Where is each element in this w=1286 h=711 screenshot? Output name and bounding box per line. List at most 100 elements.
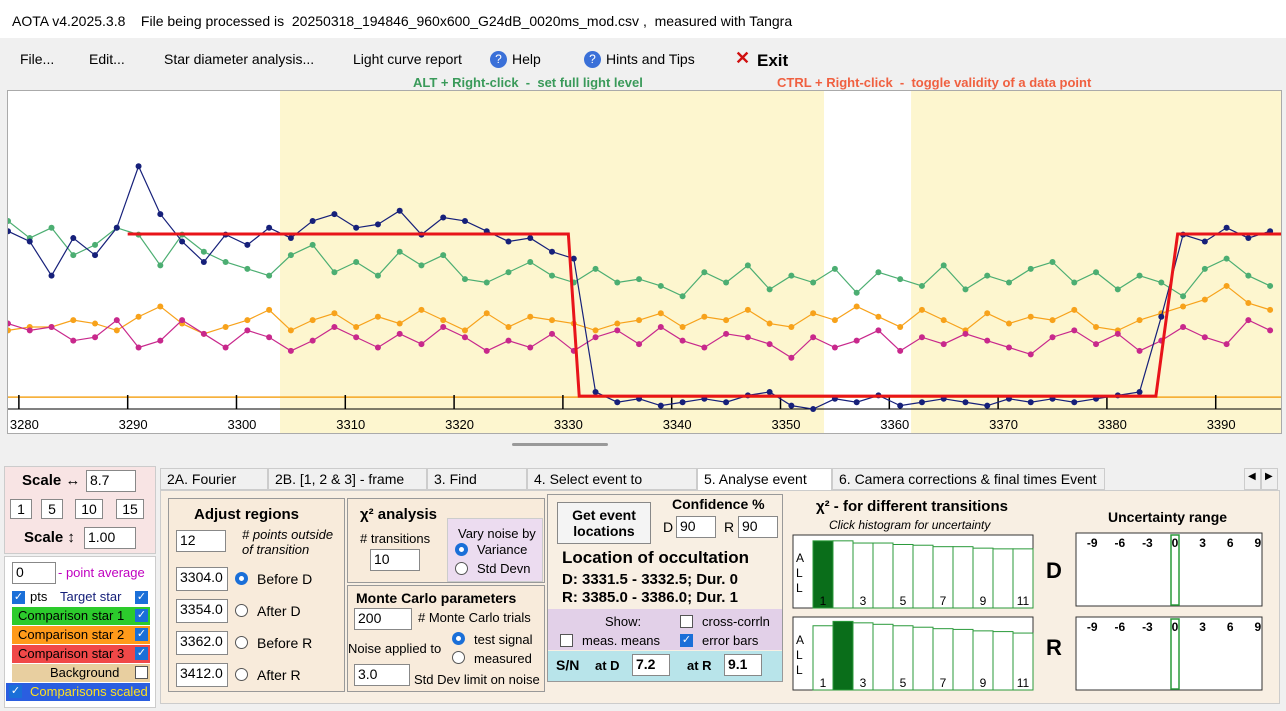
data-point — [962, 286, 969, 293]
data-point — [440, 214, 447, 221]
trials-input[interactable]: 200 — [354, 608, 412, 630]
scale-v-label: Scale ↕ — [24, 529, 75, 546]
data-point — [440, 252, 447, 259]
tab[interactable]: 4. Select event to analyse — [527, 468, 697, 503]
checkbox[interactable]: ✓ — [135, 647, 148, 660]
comparisons-scaled-label: Comparisons scaled — [30, 684, 148, 699]
data-point — [831, 344, 838, 351]
get-locations-button[interactable]: Get event locations — [557, 502, 651, 544]
points-input[interactable]: 12 — [176, 530, 226, 552]
checkbox[interactable] — [560, 634, 573, 647]
checkbox[interactable]: ✓ — [9, 685, 22, 698]
data-point — [1049, 317, 1056, 324]
x-tick-label: 3340 — [663, 417, 692, 432]
data-point — [1071, 306, 1078, 313]
menu-item[interactable]: Edit... — [89, 51, 125, 67]
data-point — [744, 306, 751, 313]
scale-h-input[interactable]: 8.7 — [86, 470, 136, 492]
tab[interactable]: 6. Camera corrections & final times Even… — [832, 468, 1105, 503]
data-point — [1049, 259, 1056, 265]
scale-button[interactable]: 1 — [10, 499, 32, 519]
x-tick-label: 3310 — [336, 417, 365, 432]
checkbox[interactable]: ✓ — [135, 628, 148, 641]
std-input[interactable]: 3.0 — [354, 664, 410, 686]
data-point — [309, 241, 316, 248]
menu-item[interactable]: Light curve report — [353, 51, 462, 67]
scale-button[interactable]: 15 — [116, 499, 144, 519]
data-point — [8, 320, 11, 327]
checkbox[interactable]: ✓ — [680, 634, 693, 647]
data-point — [1136, 388, 1143, 395]
location-r: R: 3385.0 - 3386.0; Dur. 1 — [562, 589, 738, 606]
uncertainty-range: -9 -6 -3 0 3 6 9 -9 -6 -3 0 3 6 9 — [1075, 532, 1263, 691]
region-value[interactable]: 3354.0 — [176, 599, 228, 623]
radio-label: measured — [474, 651, 532, 666]
data-point — [353, 259, 360, 265]
data-point — [853, 337, 860, 344]
checkbox[interactable]: ✓ — [135, 591, 148, 604]
data-point — [92, 334, 99, 341]
region-value[interactable]: 3412.0 — [176, 663, 228, 687]
data-point — [70, 252, 77, 259]
data-point — [570, 255, 577, 262]
region-value[interactable]: 3362.0 — [176, 631, 228, 655]
series-label: Comparison star 1 — [18, 608, 125, 623]
menu-item[interactable]: Star diameter analysis... — [164, 51, 315, 67]
confidence-d[interactable]: 90 — [676, 516, 716, 538]
radio[interactable] — [235, 668, 248, 681]
data-point — [723, 399, 730, 406]
transitions-input[interactable]: 10 — [370, 549, 420, 571]
radio[interactable] — [455, 562, 468, 575]
x-tick-label: 3350 — [772, 417, 801, 432]
tab-scroll[interactable]: ◀ — [1244, 468, 1261, 490]
scale-button[interactable]: 5 — [41, 499, 63, 519]
tab-active[interactable]: 5. Analyse event #1 — [697, 468, 832, 503]
data-point — [549, 272, 556, 279]
menu-item[interactable]: File... — [20, 51, 55, 67]
radio[interactable] — [452, 632, 465, 645]
region-value[interactable]: 3304.0 — [176, 567, 228, 591]
menu-item[interactable]: Exit — [757, 51, 789, 70]
radio[interactable] — [455, 543, 468, 556]
tab-scroll[interactable]: ▶ — [1261, 468, 1278, 490]
scale-button[interactable]: 10 — [75, 499, 103, 519]
light-curve-plot[interactable]: 3280 3290 3300 3310 3320 3330 3340 3350 3360 3370… — [7, 90, 1282, 434]
checkbox[interactable]: ✓ — [12, 591, 25, 604]
data-point — [1027, 313, 1034, 320]
data-point — [244, 265, 251, 272]
radio[interactable] — [235, 604, 248, 617]
hist-bar — [992, 631, 1014, 691]
radio[interactable] — [235, 572, 248, 585]
menu-item[interactable]: Hints and Tips — [606, 51, 695, 67]
data-point — [1223, 341, 1230, 348]
checkbox[interactable] — [680, 615, 693, 628]
radio[interactable] — [452, 651, 465, 664]
scale-v-input[interactable]: 1.00 — [84, 527, 136, 549]
tab[interactable]: 2B. [1, 2 & 3] - frame test — [268, 468, 427, 503]
radio[interactable] — [235, 636, 248, 649]
chi2-histograms[interactable]: ALLALL1357911ALLALL1357911 — [787, 530, 1047, 695]
point-average-select[interactable]: 0 — [12, 562, 56, 584]
data-point — [1071, 279, 1078, 286]
data-point — [875, 269, 882, 276]
checkbox[interactable] — [135, 666, 148, 679]
tab[interactable]: 2A. Fourier plot — [160, 468, 268, 503]
data-point — [1245, 235, 1252, 242]
data-point — [1071, 327, 1078, 334]
data-point — [766, 320, 773, 327]
x-tick-label: 3280 — [10, 417, 39, 432]
hist-side-label: A — [796, 551, 804, 565]
data-point — [1027, 265, 1034, 272]
data-point — [831, 265, 838, 272]
data-point — [374, 313, 381, 320]
checkbox[interactable]: ✓ — [135, 609, 148, 622]
data-point — [113, 327, 120, 334]
tab[interactable]: 3. Find events — [427, 468, 527, 503]
hist-bar — [992, 548, 1014, 609]
confidence-r[interactable]: 90 — [738, 516, 778, 538]
data-point — [418, 341, 425, 348]
at-r-label: at R — [687, 658, 712, 673]
data-point — [157, 262, 164, 269]
menu-item[interactable]: Help — [512, 51, 541, 67]
